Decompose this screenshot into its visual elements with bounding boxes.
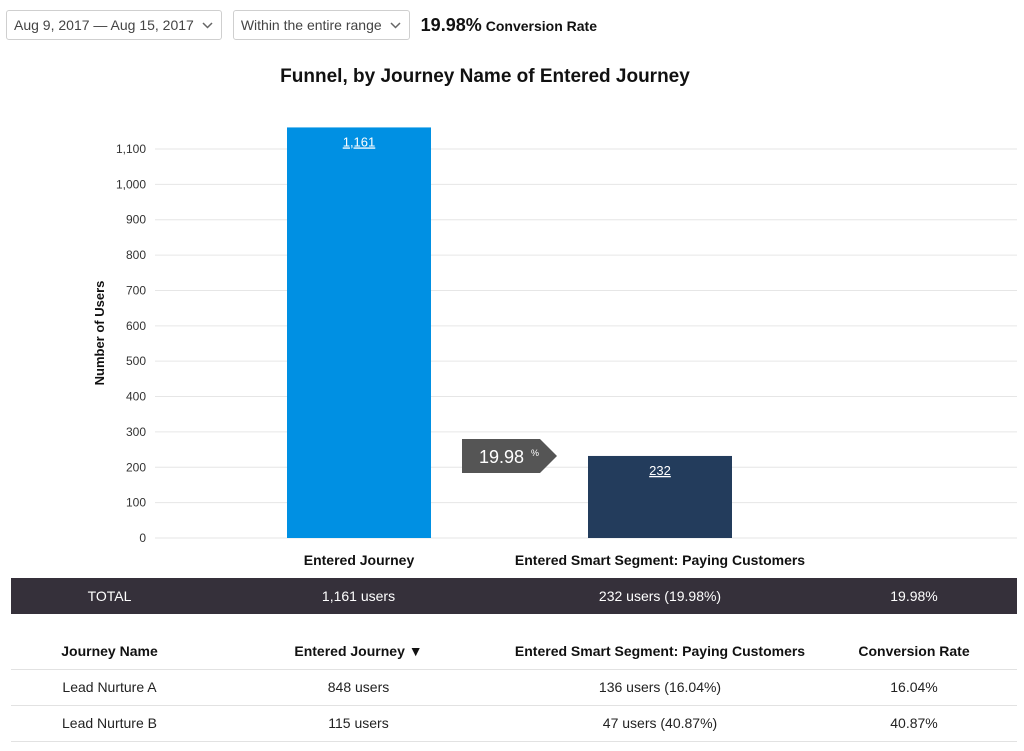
- chevron-down-icon: [390, 21, 401, 29]
- row-entered: 848 users: [208, 669, 509, 706]
- y-tick-label: 1,000: [116, 177, 146, 191]
- row-segment: 136 users (16.04%): [509, 669, 811, 706]
- funnel-table: TOTAL 1,161 users 232 users (19.98%) 19.…: [11, 578, 1017, 742]
- bar-value-label[interactable]: 232: [649, 463, 671, 478]
- header-smart-segment[interactable]: Entered Smart Segment: Paying Customers: [509, 614, 811, 670]
- conversion-arrow-value: 19.98: [479, 447, 524, 467]
- row-rate: 16.04%: [811, 669, 1017, 706]
- conversion-window-dropdown[interactable]: Within the entire range: [232, 10, 410, 40]
- y-tick-label: 400: [126, 390, 146, 404]
- chevron-down-icon: [202, 21, 213, 29]
- y-tick-label: 500: [126, 354, 146, 368]
- y-tick-label: 700: [126, 283, 146, 297]
- total-entered: 1,161 users: [321, 588, 396, 604]
- category-label: Entered Smart Segment: Paying Customers: [515, 552, 805, 568]
- y-tick-label: 900: [126, 213, 146, 227]
- row-journey-name: Lead Nurture A: [11, 669, 208, 706]
- table-row: Lead Nurture A 848 users 136 users (16.0…: [11, 669, 1017, 706]
- bar: [287, 127, 431, 538]
- chart-title: Funnel, by Journey Name of Entered Journ…: [280, 66, 690, 87]
- conversion-window-value: Within the entire range: [240, 17, 382, 33]
- conversion-arrow-unit: %: [531, 448, 539, 458]
- header-conversion-rate[interactable]: Conversion Rate: [811, 614, 1017, 670]
- header-entered-journey[interactable]: Entered Journey ▼: [208, 614, 509, 670]
- y-tick-label: 100: [126, 496, 146, 510]
- row-segment: 47 users (40.87%): [509, 705, 811, 742]
- conversion-summary: 19.98% Conversion Rate: [421, 15, 597, 36]
- y-tick-label: 1,100: [116, 142, 146, 156]
- funnel-chart: 0 100 200 300 400 500 600 700 800 900 1,000 1,100 Nu…: [92, 127, 1017, 568]
- row-entered: 115 users: [208, 705, 509, 742]
- total-label: TOTAL: [87, 588, 132, 604]
- conversion-rate-value: 19.98%: [420, 14, 482, 35]
- total-row: TOTAL 1,161 users 232 users (19.98%) 19.…: [11, 578, 1017, 614]
- conversion-rate-label: Conversion Rate: [485, 17, 597, 34]
- table-row: Lead Nurture B 115 users 47 users (40.87…: [11, 705, 1017, 742]
- row-rate: 40.87%: [811, 705, 1017, 742]
- toolbar: Aug 9, 2017 — Aug 15, 2017 Within the en…: [6, 10, 597, 40]
- category-label: Entered Journey: [304, 552, 415, 568]
- y-tick-label: 200: [126, 460, 146, 474]
- date-range-value: Aug 9, 2017 — Aug 15, 2017: [14, 17, 194, 33]
- total-rate: 19.98%: [890, 588, 938, 604]
- total-segment: 232 users (19.98%): [598, 588, 722, 604]
- y-tick-label: 800: [126, 248, 146, 262]
- date-range-dropdown[interactable]: Aug 9, 2017 — Aug 15, 2017: [6, 10, 222, 40]
- row-journey-name: Lead Nurture B: [11, 705, 208, 742]
- y-tick-label: 300: [126, 425, 146, 439]
- header-journey-name[interactable]: Journey Name: [11, 614, 208, 670]
- bar: [588, 455, 732, 538]
- conversion-arrow: [462, 439, 557, 473]
- bar-value-label[interactable]: 1,161: [343, 134, 376, 149]
- table-header-row: Journey Name Entered Journey ▼ Entered S…: [11, 614, 1017, 670]
- y-tick-label: 0: [139, 531, 146, 545]
- y-axis-title: Number of Users: [92, 281, 107, 386]
- y-tick-label: 600: [126, 319, 146, 333]
